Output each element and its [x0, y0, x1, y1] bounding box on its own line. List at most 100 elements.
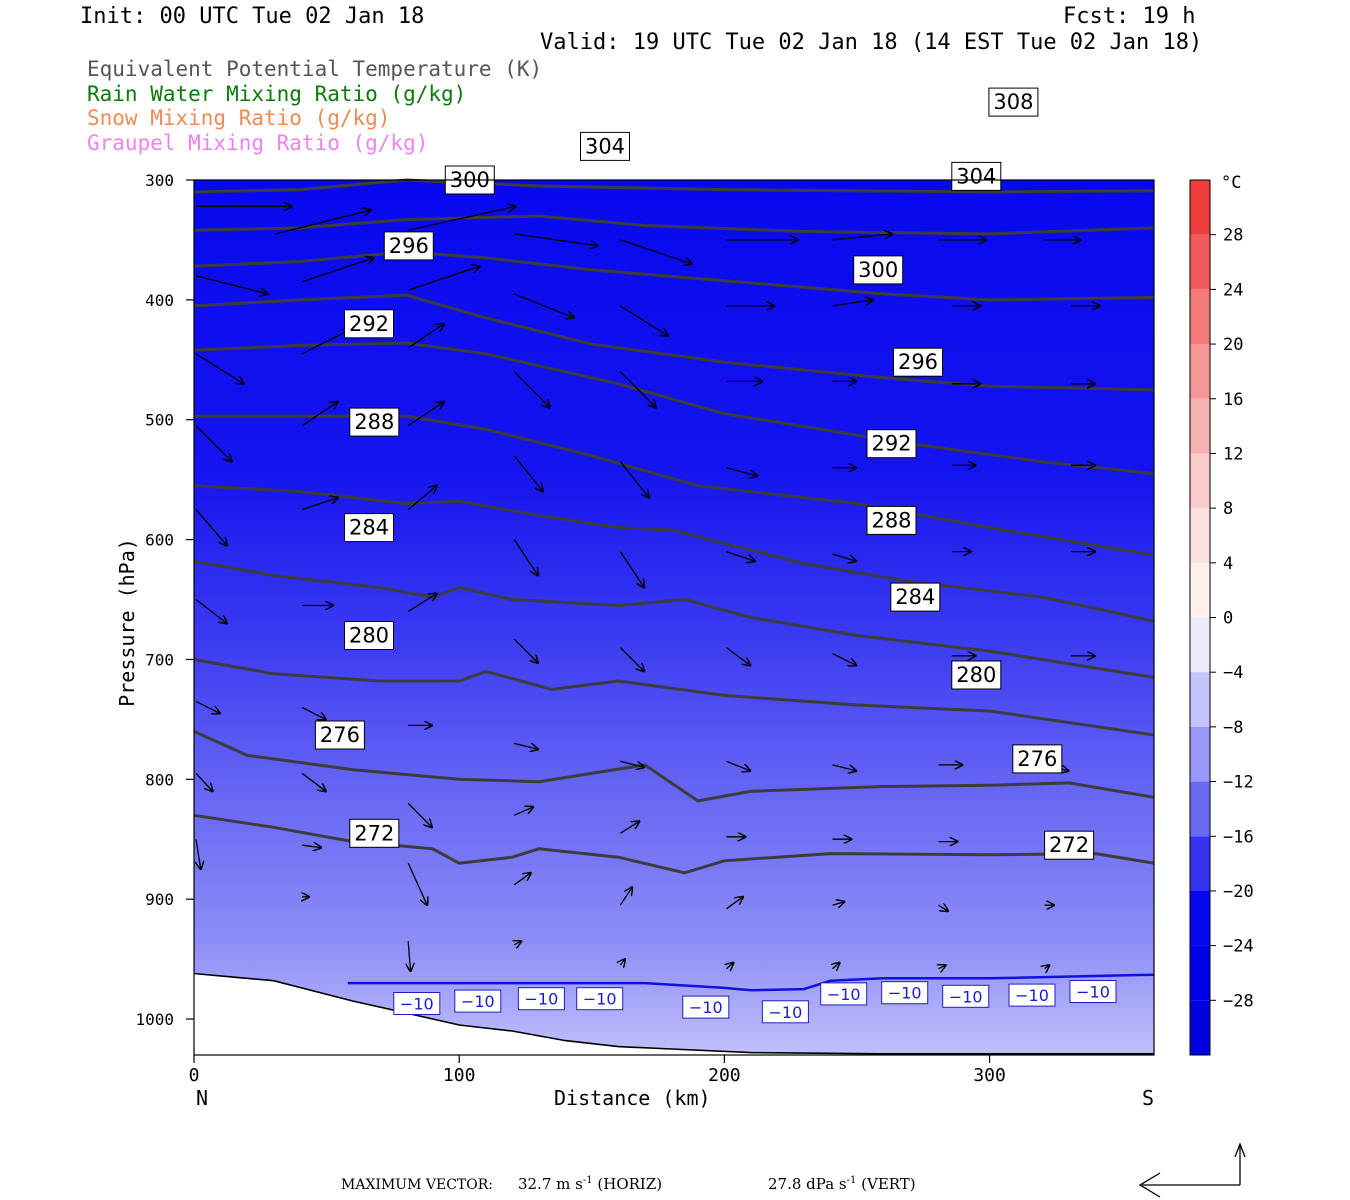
- theta-e-label-280-0: 280: [344, 621, 394, 650]
- theta-e-label-276-0-box: [314, 720, 365, 750]
- wind-vector-31: [619, 461, 649, 498]
- colorbar-bin-neg-7: [1190, 1000, 1210, 1055]
- colorbar-bin-neg-4: [1190, 836, 1210, 891]
- isotherm-label-3-text: −10: [583, 990, 617, 1009]
- colorbar-tick-label-11: −16: [1223, 827, 1254, 847]
- temperature-shading: [194, 180, 1154, 1055]
- theta-e-label-288-1-text: 288: [871, 508, 911, 532]
- theta-e-label-296-0-text: 296: [389, 234, 429, 258]
- wind-vector-21: [513, 371, 550, 408]
- wind-vector-59: [726, 760, 750, 771]
- theta-e-label-280-1-text: 280: [956, 663, 996, 687]
- wind-vector-66: [513, 807, 533, 816]
- colorbar-bin-pos-5: [1190, 289, 1210, 345]
- isotherm-minus10: [347, 973, 1155, 992]
- wind-vector-22: [619, 371, 656, 408]
- theta-e-label-304-1-text: 304: [956, 164, 996, 188]
- end-label-south: S: [1142, 1086, 1154, 1110]
- wind-vector-3: [514, 233, 598, 246]
- theta-e-label-280-0-text: 280: [349, 624, 389, 648]
- wind-vector-82: [408, 941, 410, 971]
- y-tick-label-700: 700: [145, 650, 174, 669]
- isotherm-label-1-box: [454, 989, 502, 1013]
- wind-vector-15: [832, 300, 874, 307]
- x-tick-label-300: 300: [973, 1065, 1006, 1086]
- wind-vector-12: [513, 293, 574, 318]
- wind-vector-30: [513, 455, 543, 492]
- theta-e-label-288-0: 288: [349, 407, 400, 437]
- theta-e-label-300-1: 300: [853, 255, 904, 285]
- isotherm-label-0-text: −10: [400, 995, 434, 1014]
- theta-e-label-272-0-box: [349, 818, 400, 848]
- isotherm-label-9-text: −10: [1015, 986, 1049, 1005]
- wind-vector-86: [833, 963, 840, 969]
- isotherm-label-0-box: [393, 992, 441, 1015]
- colorbar-bin-pos-0: [1190, 562, 1210, 618]
- y-tick-label-900: 900: [145, 890, 174, 909]
- wind-vector-85: [726, 963, 733, 969]
- wind-vector-74: [407, 862, 427, 905]
- isotherm-label-6: −10: [820, 982, 868, 1006]
- wind-vector-41: [726, 550, 755, 562]
- wind-vector-57: [514, 742, 538, 749]
- wind-vector-38: [407, 486, 437, 511]
- horiz-exponent: -1: [582, 1175, 593, 1186]
- theta-e-label-276-0-text: 276: [320, 723, 360, 747]
- theta-e-label-296-1-box: [893, 347, 943, 377]
- colorbar-tick-label-8: −4: [1223, 663, 1243, 683]
- theta-e-label-280-1: 280: [951, 660, 1002, 690]
- theta-e-label-292-0-text: 292: [349, 312, 389, 336]
- isotherm-label-7-box: [881, 981, 929, 1005]
- isotherm-label-5: −10: [761, 1000, 809, 1024]
- vert-exponent: -1: [846, 1175, 857, 1186]
- wind-vector-36: [195, 509, 227, 546]
- wind-vector-76: [619, 887, 632, 906]
- wind-vector-65: [407, 802, 432, 827]
- theta-e-label-304-1: 304: [951, 161, 1002, 191]
- wind-vector-77: [726, 897, 743, 910]
- isotherm-label-4: −10: [682, 995, 730, 1019]
- vert-value: 27.8 dPa s: [768, 1175, 847, 1193]
- theta-e-label-288-1: 288: [866, 505, 917, 535]
- theta-e-label-272-1-box: [1044, 830, 1095, 860]
- theta-e-label-284-1-box: [890, 582, 941, 612]
- theta-e-label-300-1-box: [853, 255, 904, 285]
- theta-e-label-296-0-box: [383, 231, 434, 261]
- wind-vector-73: [302, 845, 321, 847]
- wind-vector-13: [619, 305, 668, 336]
- isotherm-label-6-box: [820, 982, 868, 1006]
- wind-vector-37: [301, 498, 338, 511]
- wind-vector-6: [832, 234, 893, 241]
- reference-vector-icon: [1138, 1142, 1246, 1198]
- colorbar-bin-neg-2: [1190, 726, 1210, 782]
- wind-vector-32: [726, 467, 757, 476]
- isotherm-label-0: −10: [393, 992, 441, 1015]
- isotherm-label-5-text: −10: [769, 1003, 803, 1022]
- theta-e-label-308-0-text: 308: [993, 90, 1033, 114]
- x-tick-label-200: 200: [708, 1065, 741, 1086]
- theta-e-label-276-1-text: 276: [1017, 747, 1057, 771]
- wind-vector-1: [275, 210, 371, 235]
- wind-vector-63: [195, 772, 213, 791]
- isotherm-label-1: −10: [454, 989, 502, 1013]
- colorbar-tick-label-10: −12: [1223, 773, 1254, 793]
- y-tick-label-800: 800: [145, 770, 174, 789]
- theta-e-label-308-0: 308: [988, 87, 1039, 117]
- wind-vector-67: [619, 821, 639, 834]
- wind-vector-55: [301, 706, 326, 719]
- theta-e-label-296-0: 296: [383, 231, 434, 261]
- theta-e-label-284-0: 284: [344, 513, 394, 543]
- theta-e-label-304-1-box: [951, 161, 1002, 191]
- theta-e-label-276-1: 276: [1012, 744, 1063, 774]
- y-axis-label: Pressure (hPa): [115, 538, 139, 707]
- theta-e-label-288-1-box: [866, 505, 917, 535]
- end-label-north: N: [196, 1086, 208, 1110]
- forecast-hour: Fcst: 19 h: [1063, 4, 1196, 29]
- theta-e-label-292-1: 292: [866, 429, 917, 459]
- legend-graupel: Graupel Mixing Ratio (g/kg): [87, 131, 429, 155]
- theta-e-contour-304: [193, 250, 1155, 302]
- wind-vector-79: [938, 905, 949, 911]
- wind-vector-48: [513, 638, 538, 663]
- theta-e-label-292-1-text: 292: [871, 432, 911, 456]
